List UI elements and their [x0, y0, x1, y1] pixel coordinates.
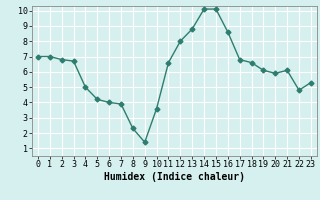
X-axis label: Humidex (Indice chaleur): Humidex (Indice chaleur): [104, 172, 245, 182]
